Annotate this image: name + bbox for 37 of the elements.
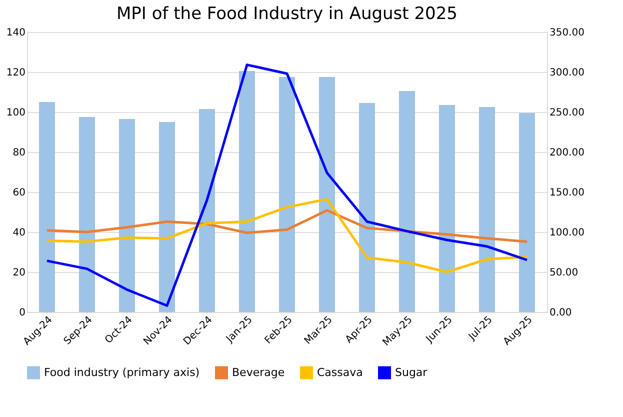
line-series (46, 64, 528, 307)
bar (439, 105, 455, 312)
chart-title: MPI of the Food Industry in August 2025 (116, 4, 458, 24)
legend-label: Sugar (395, 366, 428, 379)
bar (359, 103, 375, 312)
y2-tick-label: 50.00 (550, 268, 578, 278)
y2-tick-label: 100.00 (550, 228, 584, 238)
y2-tick-label: 350.00 (550, 28, 584, 38)
y2-tick-label: 0.00 (550, 308, 572, 318)
legend-label: Food industry (primary axis) (44, 366, 200, 379)
legend-label: Beverage (232, 366, 285, 379)
y-tick-label: 20 (12, 268, 26, 278)
y2-tick-label: 200.00 (550, 148, 584, 158)
line-series (46, 209, 528, 243)
y-tick-label: 0 (19, 308, 26, 318)
bar (79, 117, 95, 312)
bar (159, 122, 175, 312)
line-series (46, 198, 528, 274)
bar (119, 119, 135, 312)
bar (319, 77, 335, 312)
bar (239, 71, 255, 312)
y-tick-label: 120 (6, 68, 26, 78)
bar (399, 91, 415, 312)
y2-tick-label: 250.00 (550, 108, 584, 118)
bar (199, 109, 215, 312)
bar (519, 113, 535, 312)
y-tick-label: 40 (12, 228, 26, 238)
bar (39, 102, 55, 312)
bar (279, 77, 295, 312)
y-tick-label: 140 (6, 28, 26, 38)
y-tick-label: 60 (12, 188, 26, 198)
legend-label: Cassava (317, 366, 363, 379)
y2-tick-label: 300.00 (550, 68, 584, 78)
y-tick-label: 80 (12, 148, 26, 158)
bar (479, 107, 495, 312)
y2-tick-label: 150.00 (550, 188, 584, 198)
y-tick-label: 100 (6, 108, 26, 118)
